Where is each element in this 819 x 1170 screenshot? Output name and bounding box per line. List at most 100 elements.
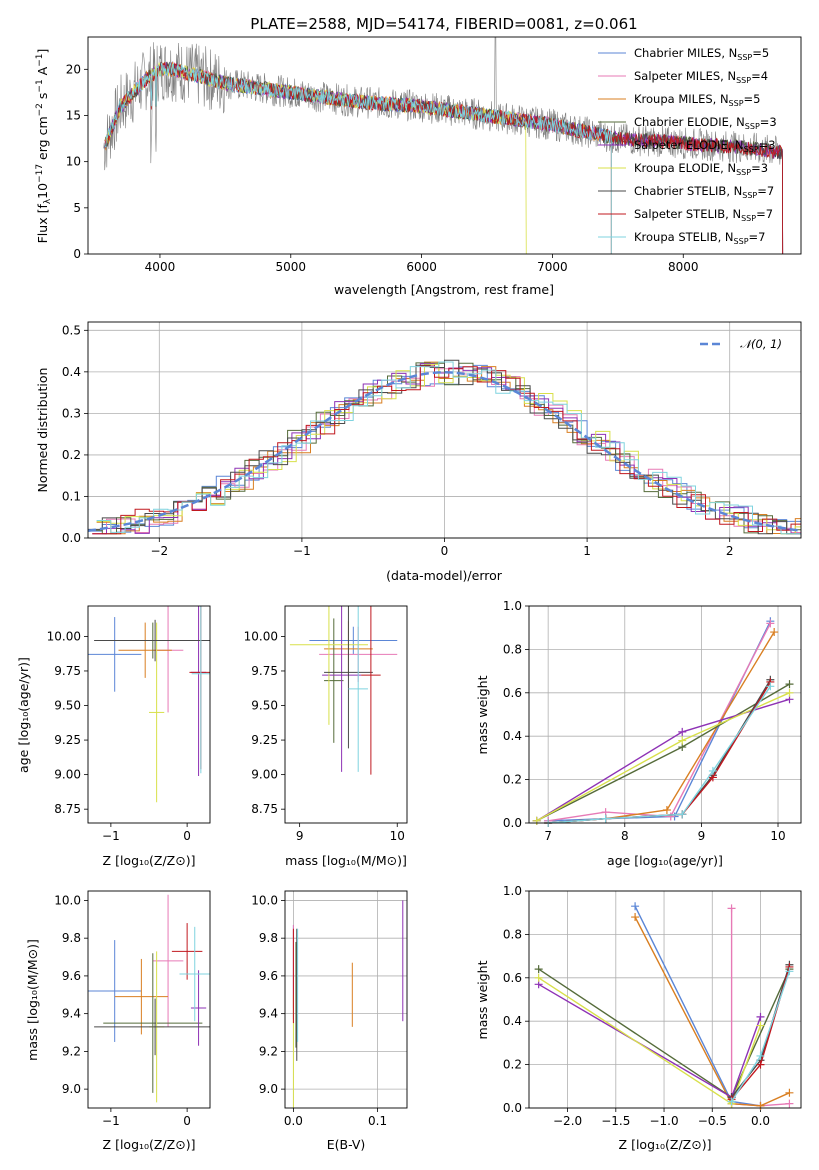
weight-series-4 [538,983,762,1099]
weight-marker [534,965,543,974]
weight-marker [785,680,794,689]
weight-z-xlabel: Z [log₁₀(Z/Z⊙)] [619,1137,712,1152]
errorbar-2-xtick-label: 0 [183,829,191,843]
weight-7-xtick-label: −1.0 [649,1114,678,1128]
histogram-xtick-label: −2 [150,544,168,558]
errorbar-6-frame [284,890,408,1109]
weight-marker [662,805,671,814]
legend-entry-1: Salpeter MILES, NSSP=4 [634,69,768,85]
legend-val: =3 [760,115,777,129]
weight-series-2 [634,916,790,1107]
weight-series-2 [548,631,775,824]
weight-4-xtick-label: 7 [544,829,552,843]
errorbar-panel-6: 0.0 0.1 9.0 9.2 9.4 9.6 9.8 10.0 [251,890,408,1128]
histogram-ylabel: Normed distribution [35,368,50,493]
weight-4-xtick-label: 8 [621,829,629,843]
errorbar-6-xtick-label: 0.0 [284,1114,303,1128]
weight-series-1 [548,623,772,822]
weight-marker [727,1097,736,1106]
weight-4-ytick-label: 1.0 [503,599,522,613]
legend-entry-3: Chabrier ELODIE, NSSP=3 [634,115,777,131]
histogram-xtick-label: 1 [583,544,591,558]
weight-marker [534,973,543,982]
errorbar-5-xtick-label: 0 [183,1114,191,1128]
histogram-xtick-label: 2 [726,544,734,558]
errorbar-5-ytick-label: 9.2 [62,1044,81,1058]
legend-entry-0: Chabrier MILES, NSSP=5 [634,46,769,62]
errorbar-5-ytick-label: 9.4 [62,1007,81,1021]
histogram-ytick-label: 0.5 [62,323,81,337]
errorbar-3-ytick-label: 9.00 [251,768,278,782]
legend-entry-6: Chabrier STELIB, NSSP=7 [634,184,774,200]
legend-val: =5 [744,92,761,106]
weight-marker [756,1012,765,1021]
weight-marker [766,619,775,628]
weight-4-ytick-label: 0.0 [503,816,522,830]
histogram-ytick-label: 0.1 [62,489,81,503]
spectrum-ytick-label: 15 [66,108,81,122]
errorbar-6-xtick-label: 0.1 [368,1114,387,1128]
histogram-series-8 [96,361,801,535]
weight-marker [678,810,687,819]
age-mass-xlabel: mass [log₁₀(M/M⊙)] [285,853,407,868]
histogram-xtick-label: −1 [293,544,311,558]
spectrum-xtick-label: 4000 [145,260,176,274]
weight-marker [666,812,675,821]
weight-marker [678,727,687,736]
errorbar-3-xtick-label: 10 [390,829,405,843]
legend-entry-7: Salpeter STELIB, NSSP=7 [634,207,773,223]
weight-marker [785,967,794,976]
weight-4-frame [528,605,802,824]
weight-7-xtick-label: −0.5 [698,1114,727,1128]
mass-ebv-xlabel: E(B-V) [327,1137,366,1152]
legend-val: =3 [759,138,776,152]
histogram-steps [88,359,801,535]
legend-val: =3 [751,161,768,175]
weight-7-ytick-label: 0.4 [503,1014,522,1028]
spectrum-lines [103,37,784,254]
spectrum-ytick-label: 5 [73,201,81,215]
errorbar-6-ytick-label: 9.2 [259,1044,278,1058]
weight-series-0 [548,620,772,822]
histogram-ytick-label: 0.0 [62,531,81,545]
errorbar-panel-3: 9 10 8.75 9.00 9.25 9.50 9.75 10.00 [244,605,408,843]
spectrum-panel: PLATE=2588, MJD=54174, FIBERID=0081, z=0… [35,15,802,297]
histogram-xtick-label: 0 [441,544,449,558]
legend-sub: SSP [736,76,751,85]
spectrum-title: PLATE=2588, MJD=54174, FIBERID=0081, z=0… [250,15,637,33]
legend-entry-5: Kroupa ELODIE, NSSP=3 [634,161,768,177]
age-z-ylabel: age [log₁₀(age/yr)] [16,657,31,773]
legend-name: Chabrier MILES, N [634,46,737,60]
weight-marker [631,913,640,922]
weight-marker [785,1099,794,1108]
errorbar-6-ytick-label: 9.6 [259,969,278,983]
weight-series-8 [548,685,771,824]
errorbar-2-ytick-label: 9.75 [54,664,81,678]
weight-4-ytick-label: 0.4 [503,729,522,743]
weight-marker [601,814,610,823]
weight-marker [785,688,794,697]
errorbar-6-ytick-label: 9.0 [259,1082,278,1096]
errorbar-2-ytick-label: 10.00 [47,629,81,643]
errorbar-5-ytick-label: 9.0 [62,1082,81,1096]
weight-7-ytick-label: 0.2 [503,1058,522,1072]
spectrum-ytick-label: 0 [73,247,81,261]
weight-marker [727,904,736,913]
weight-7-ytick-label: 0.0 [503,1101,522,1115]
legend-sub: SSP [734,237,749,246]
errorbar-5-ytick-label: 9.8 [62,931,81,945]
weight-series-5 [538,977,762,1105]
errorbars-2 [88,606,210,803]
errorbar-6-ytick-label: 10.0 [251,893,278,907]
legend-sub: SSP [737,53,752,62]
errorbar-3-ytick-label: 10.00 [244,629,278,643]
mass-weight-panel-7: −2.0 −1.5 −1.0 −0.5 0.0 0.0 0.2 0.4 0.6 0.8 1.0 [503,884,802,1128]
normal-curve [88,371,801,532]
legend-name: Salpeter MILES, N [634,69,736,83]
errorbar-2-ytick-label: 9.00 [54,768,81,782]
errorbar-3-ytick-label: 8.75 [251,802,278,816]
errorbar-3-frame [284,605,408,824]
legend-name: Kroupa MILES, N [634,92,729,106]
errorbar-2-ytick-label: 9.50 [54,699,81,713]
